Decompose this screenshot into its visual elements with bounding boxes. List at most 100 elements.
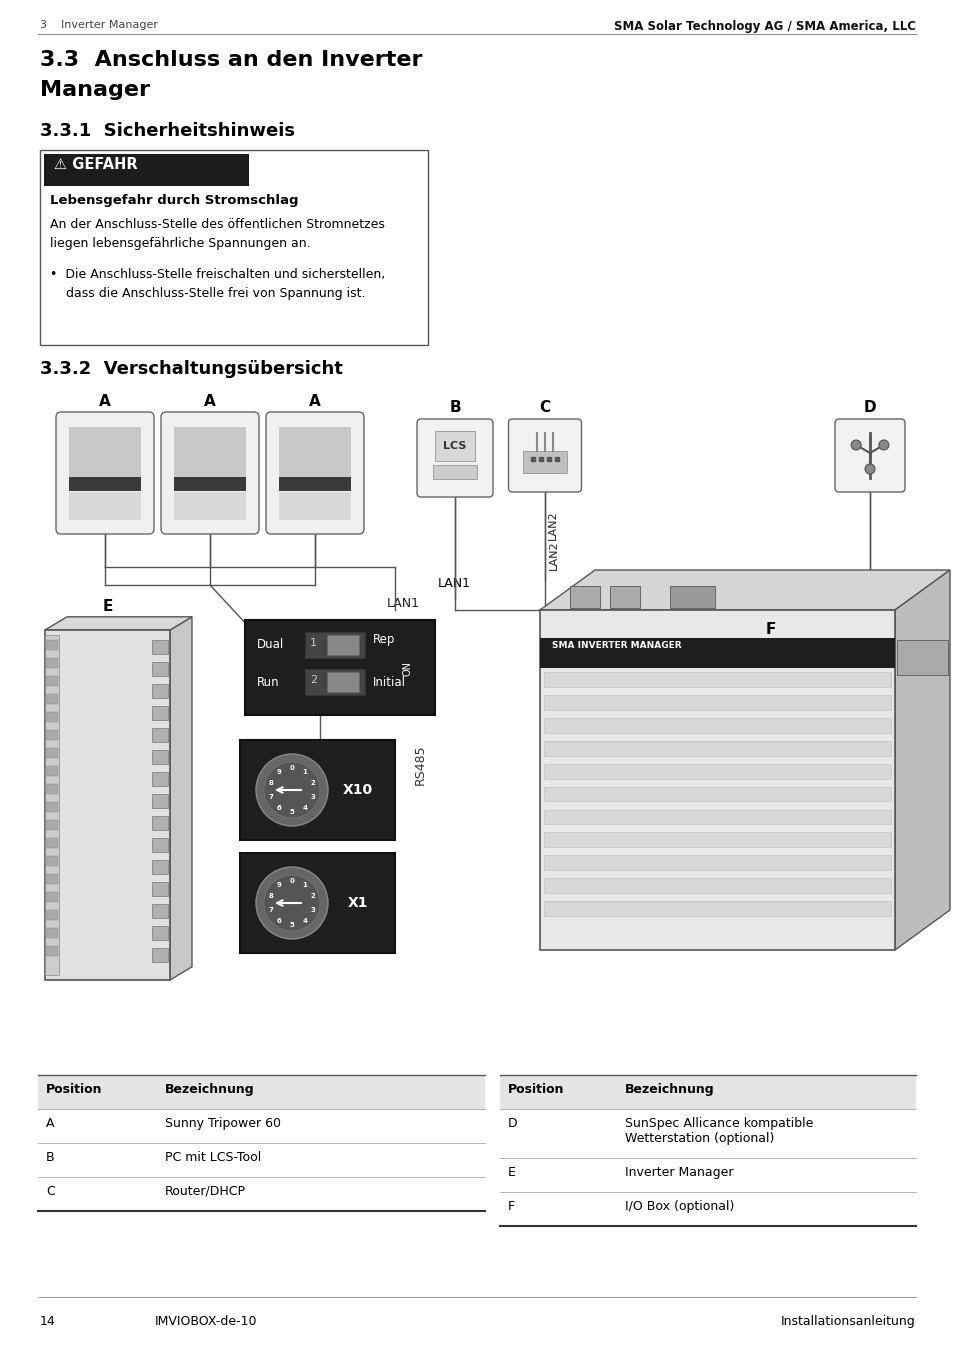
Bar [69,477,141,491]
Text: 2: 2 [310,675,316,685]
Text: An der Anschluss-Stelle des öffentlichen Stromnetzes
liegen lebensgefährliche Sp: An der Anschluss-Stelle des öffentlichen… [50,218,384,250]
Bar [152,772,168,786]
Bar [245,621,435,715]
Bar [433,465,476,479]
FancyBboxPatch shape [56,412,153,534]
Bar [543,810,890,825]
Bar [46,767,58,776]
Text: Manager: Manager [40,80,150,100]
Bar [152,838,168,852]
Text: Run: Run [256,676,279,688]
Text: 8: 8 [269,894,274,899]
Text: 3: 3 [310,794,315,800]
Text: Sunny Tripower 60: Sunny Tripower 60 [165,1117,281,1130]
Bar [543,787,890,802]
Bar [435,431,475,461]
Text: Wetterstation (optional): Wetterstation (optional) [624,1132,774,1145]
Text: LAN1: LAN1 [387,598,419,610]
Text: 9: 9 [276,769,281,775]
Bar [173,477,246,491]
Bar [152,948,168,963]
Text: 7: 7 [269,907,274,913]
Text: LAN1: LAN1 [437,577,471,589]
Text: IMVIOBOX-de-10: IMVIOBOX-de-10 [154,1315,257,1328]
Text: 8: 8 [269,780,274,787]
Text: Lebensgefahr durch Stromschlag: Lebensgefahr durch Stromschlag [50,193,298,207]
Text: 0: 0 [290,877,294,884]
Bar [543,902,890,917]
Bar [543,764,890,779]
Bar [173,427,246,479]
Text: Position: Position [46,1083,102,1096]
Bar [278,427,351,479]
Text: A: A [99,393,111,410]
Polygon shape [894,571,949,950]
Polygon shape [45,617,192,630]
Text: 2: 2 [311,894,315,899]
Text: 5: 5 [290,922,294,927]
Bar [327,635,358,654]
Bar [240,740,395,840]
Text: 1: 1 [302,883,307,888]
Text: 2: 2 [311,780,315,787]
Bar [45,635,59,975]
Text: SMA INVERTER MANAGER: SMA INVERTER MANAGER [552,641,680,650]
Bar [152,882,168,896]
Text: F: F [764,622,775,638]
Bar [46,927,58,938]
FancyBboxPatch shape [508,419,581,492]
Polygon shape [539,571,949,610]
Text: A: A [204,393,215,410]
Bar [173,492,246,521]
Bar [499,1075,915,1109]
Text: 3.3.1  Sicherheitshinweis: 3.3.1 Sicherheitshinweis [40,122,294,141]
Bar [543,672,890,687]
Bar [40,150,428,345]
Bar [152,727,168,742]
Bar [46,694,58,704]
Bar [543,879,890,894]
Text: C: C [538,400,550,415]
Text: RS485: RS485 [801,600,841,612]
Bar [543,833,890,848]
Bar [69,492,141,521]
Bar [46,639,58,650]
Circle shape [264,875,319,932]
Text: Dual: Dual [256,638,284,652]
Text: LAN2: LAN2 [547,510,558,539]
Text: 7: 7 [269,794,274,800]
Bar [543,718,890,733]
Bar [305,631,365,658]
Circle shape [864,464,874,475]
Text: F: F [507,1201,515,1213]
Bar [543,741,890,756]
Bar [46,658,58,668]
Bar [278,477,351,491]
Text: 5: 5 [290,808,294,815]
Text: RS485: RS485 [413,745,426,786]
Text: ⚠ GEFAHR: ⚠ GEFAHR [54,157,137,172]
Bar [46,838,58,848]
Bar [522,452,566,473]
Bar [152,684,168,698]
Bar [152,662,168,676]
Text: 14: 14 [40,1315,55,1328]
Bar [327,672,358,692]
Bar [543,856,890,871]
Text: B: B [449,400,460,415]
Bar [46,856,58,867]
Circle shape [850,439,861,450]
Bar [543,695,890,710]
Circle shape [264,763,319,818]
Text: Initial: Initial [373,676,406,688]
Text: Inverter Manager: Inverter Manager [624,1165,733,1179]
Bar [152,706,168,721]
Text: E: E [507,1165,516,1179]
Bar [539,610,894,950]
Bar [44,154,249,187]
Text: 1: 1 [310,638,316,648]
Bar [46,873,58,884]
Bar [46,802,58,813]
Circle shape [255,754,328,826]
FancyBboxPatch shape [266,412,364,534]
